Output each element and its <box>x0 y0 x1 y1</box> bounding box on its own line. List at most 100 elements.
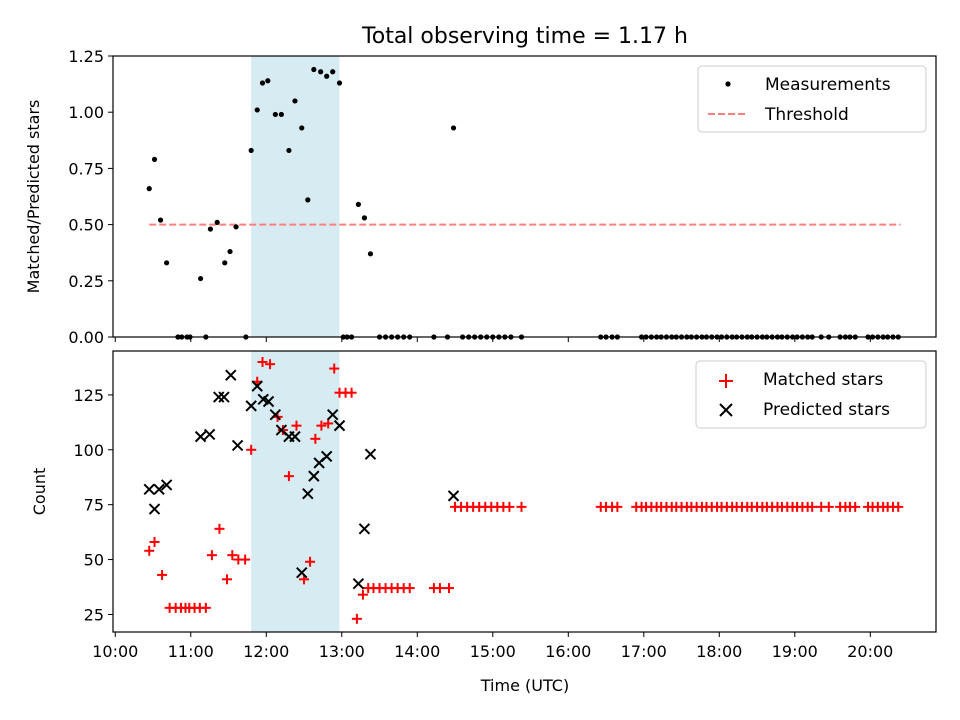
y-tick-label: 0.00 <box>68 328 104 347</box>
matched-star-point <box>823 501 834 512</box>
measurement-point <box>361 215 368 221</box>
matched-star-point <box>257 356 268 367</box>
predicted-star-point <box>352 577 365 590</box>
top-legend-box <box>697 65 927 133</box>
x-tick-label: 10:00 <box>92 642 138 661</box>
matched-star-point <box>504 501 515 512</box>
matched-star-point <box>404 583 415 594</box>
bottom-y-axis-label: Count <box>30 468 49 516</box>
measurement-point <box>278 111 284 118</box>
x-tick-label: 12:00 <box>243 642 289 661</box>
measurement-point <box>355 201 361 207</box>
matched-star-point <box>850 501 861 512</box>
y-tick-label: 50 <box>84 551 104 570</box>
matched-star-point <box>893 501 904 512</box>
measurement-point <box>222 260 228 266</box>
predicted-star-point <box>302 487 314 500</box>
top-highlight-span <box>251 56 340 337</box>
top-y-ticks: 0.00 0.25 0.50 0.75 1.00 1.25 <box>68 47 113 347</box>
y-tick-label: 25 <box>84 605 104 624</box>
matched-star-point <box>357 589 368 600</box>
bottom-x-ticks: 10:00 11:00 12:00 13:00 14:00 15:00 16:00 17:00… <box>92 632 893 661</box>
matched-star-point <box>157 569 168 580</box>
legend-measurement-marker <box>725 81 731 87</box>
matched-star-point <box>305 556 316 567</box>
measurement-point <box>286 147 292 154</box>
x-tick-label: 11:00 <box>168 642 214 661</box>
measurement-point <box>214 219 220 225</box>
matched-star-point <box>149 536 160 547</box>
predicted-star-point <box>333 419 346 432</box>
measurement-point <box>233 224 239 230</box>
measurement-point <box>207 226 214 232</box>
legend-predicted-marker <box>719 403 733 417</box>
measurement-point <box>318 69 324 75</box>
y-tick-label: 0.75 <box>68 159 104 178</box>
top-panel: 0.00 0.25 0.50 0.75 1.00 1.25 Matched/Predict… <box>24 47 937 347</box>
x-tick-label: 20:00 <box>847 642 893 661</box>
matched-star-point <box>206 550 217 561</box>
bottom-legend: Matched stars Predicted stars <box>695 360 927 429</box>
predicted-star-point <box>308 470 320 482</box>
measurement-point <box>305 197 311 203</box>
y-tick-label: 125 <box>73 386 104 405</box>
predicted-star-points <box>143 369 460 590</box>
measurement-point <box>254 107 260 113</box>
bottom-highlight-span <box>251 351 340 632</box>
predicted-star-point <box>203 428 216 441</box>
matched-star-point <box>316 420 327 431</box>
y-tick-label: 0.50 <box>68 216 104 235</box>
measurement-point <box>265 78 271 84</box>
x-tick-label: 16:00 <box>545 642 591 661</box>
chart-title: Total observing time = 1.17 h <box>361 24 688 49</box>
predicted-star-point <box>148 503 161 515</box>
matched-star-points <box>144 356 904 624</box>
measurement-point <box>311 66 317 73</box>
measurement-point <box>336 80 343 86</box>
x-tick-label: 14:00 <box>394 642 440 661</box>
y-tick-label: 1.00 <box>68 103 104 122</box>
predicted-star-point <box>364 448 377 460</box>
measurement-point <box>367 251 374 257</box>
predicted-star-point <box>320 450 333 463</box>
y-tick-label: 100 <box>73 441 104 460</box>
matched-star-point <box>246 444 257 455</box>
matched-star-point <box>807 501 818 512</box>
matched-star-point <box>222 574 233 585</box>
matched-star-point <box>443 583 454 594</box>
measurement-point <box>157 217 164 223</box>
matched-star-point <box>144 545 155 556</box>
top-plot-frame <box>112 55 937 338</box>
predicted-star-point <box>296 567 308 579</box>
matched-star-point <box>291 420 302 431</box>
y-tick-label: 0.25 <box>68 272 104 291</box>
legend-matched-marker <box>719 374 733 388</box>
bottom-panel: 25 50 75 100 125 10:00 11:00 12:00 13:00 14:00 15… <box>30 350 937 695</box>
legend-measurements-label: Measurements <box>765 75 891 95</box>
bottom-plot-frame <box>112 350 937 633</box>
matched-star-point <box>277 425 288 436</box>
x-tick-label: 18:00 <box>696 642 742 661</box>
matched-star-point <box>283 471 294 482</box>
legend-matched-label: Matched stars <box>763 370 883 390</box>
predicted-star-point <box>289 430 301 443</box>
y-tick-label: 75 <box>84 496 104 515</box>
matched-star-point <box>434 583 445 594</box>
x-tick-label: 19:00 <box>772 642 818 661</box>
predicted-star-point <box>251 380 263 392</box>
matched-star-point <box>346 387 357 398</box>
top-y-axis-label: Matched/Predicted stars <box>24 100 43 294</box>
matched-star-point <box>516 501 527 512</box>
measurement-point <box>330 69 336 75</box>
matched-star-point <box>351 613 362 624</box>
measurement-point <box>164 260 170 266</box>
measurement-point <box>272 111 278 118</box>
matched-star-point <box>227 550 238 561</box>
predicted-star-point <box>269 408 282 421</box>
predicted-star-point <box>447 490 460 502</box>
measurement-point <box>151 156 158 163</box>
bottom-y-ticks: 25 50 75 100 125 <box>73 386 113 624</box>
x-axis-label: Time (UTC) <box>480 676 569 695</box>
measurement-point <box>227 248 233 255</box>
